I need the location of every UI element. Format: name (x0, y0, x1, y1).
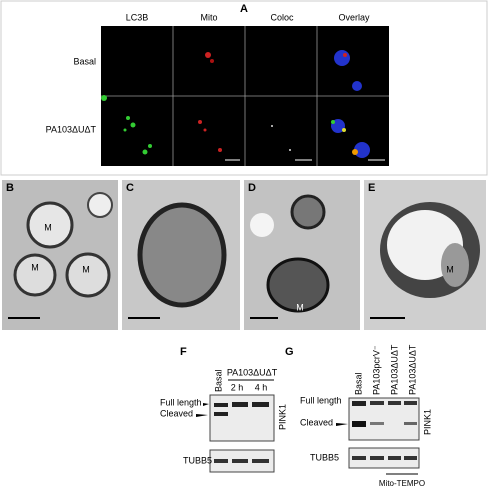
column-header: Mito (200, 12, 217, 22)
row-label: Basal (73, 56, 96, 66)
band-label: Cleaved (300, 417, 333, 427)
lane-label: Basal (353, 372, 363, 395)
band-label: Full length (300, 395, 342, 405)
arrow (336, 423, 348, 426)
blot (348, 397, 420, 469)
band-label: Full length (160, 397, 202, 407)
mito-label: M (296, 302, 304, 312)
loading-label: TUBB5 (310, 452, 339, 462)
micrographs (101, 26, 389, 166)
protein-label: PINK1 (422, 409, 432, 435)
mito-label: M (446, 264, 454, 274)
loading-label: TUBB5 (183, 455, 212, 465)
lane-label: PA103ΔUΔT (389, 344, 399, 395)
arrow (196, 403, 209, 417)
lane-label: 4 h (255, 382, 268, 392)
panel-label: B (6, 182, 14, 194)
panel-label: E (368, 182, 375, 194)
column-header: Overlay (338, 12, 370, 22)
panel-label: A (240, 3, 248, 15)
em-images (2, 180, 486, 330)
group-label: PA103ΔUΔT (227, 367, 278, 377)
lane-label: PA103ΔUΔT (407, 344, 417, 395)
lane-label: PA103pcrV⁻ (371, 345, 381, 395)
column-header: LC3B (126, 12, 149, 22)
mito-label: M (31, 262, 39, 272)
treatment-label: Mito-TEMPO (379, 479, 425, 488)
lane-label: Basal (213, 369, 223, 392)
panel-label: F (180, 346, 187, 358)
mito-label: M (44, 222, 52, 232)
row-label: PA103ΔUΔT (46, 124, 97, 134)
panel-label: G (285, 346, 294, 358)
lane-label: 2 h (231, 382, 244, 392)
mito-label: M (82, 264, 90, 274)
column-header: Coloc (270, 12, 294, 22)
blot (209, 394, 275, 473)
panel-label: D (248, 182, 256, 194)
panel-label: C (126, 182, 134, 194)
protein-label: PINK1 (277, 404, 287, 430)
band-label: Cleaved (160, 408, 193, 418)
